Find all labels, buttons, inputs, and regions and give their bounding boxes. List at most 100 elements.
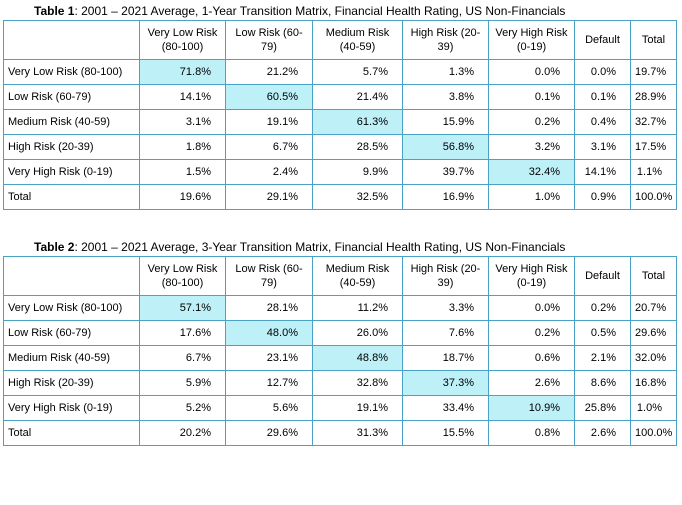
- table-cell: 28.9%: [630, 84, 677, 110]
- table-cell: 6.7%: [139, 345, 226, 371]
- table-cell: 32.7%: [630, 109, 677, 135]
- table-caption-text: : 2001 – 2021 Average, 3-Year Transition…: [74, 240, 566, 254]
- row-label: Very High Risk (0-19): [3, 159, 140, 185]
- table-cell: 18.7%: [402, 345, 489, 371]
- table-cell: 0.8%: [488, 420, 575, 446]
- header-row: Very Low Risk (80-100) Low Risk (60-79) Me…: [3, 256, 677, 296]
- column-header: Low Risk (60-79): [225, 256, 313, 296]
- table-cell: 3.2%: [488, 134, 575, 160]
- table-cell: 32.8%: [312, 370, 403, 396]
- column-header: Very Low Risk (80-100): [139, 256, 226, 296]
- table-cell: 33.4%: [402, 395, 489, 421]
- table-cell: 21.4%: [312, 84, 403, 110]
- table-cell: 15.9%: [402, 109, 489, 135]
- table-cell: 100.0%: [630, 420, 677, 446]
- table-cell: 3.1%: [139, 109, 226, 135]
- column-header: Very High Risk (0-19): [488, 20, 575, 60]
- table-row: Medium Risk (40-59) 3.1% 19.1% 61.3% 15.9% 0.…: [3, 109, 677, 135]
- table-cell: 1.5%: [139, 159, 226, 185]
- table-cell: 0.0%: [488, 295, 575, 321]
- row-label: High Risk (20-39): [3, 370, 140, 396]
- table-row: Very Low Risk (80-100) 57.1% 28.1% 11.2% 3.3…: [3, 295, 677, 321]
- table-cell: 19.7%: [630, 59, 677, 85]
- table-cell: 29.1%: [225, 184, 313, 210]
- column-header: Default: [574, 20, 631, 60]
- row-label: Low Risk (60-79): [3, 320, 140, 346]
- table-cell: 39.7%: [402, 159, 489, 185]
- table-cell: 2.4%: [225, 159, 313, 185]
- row-label: Very High Risk (0-19): [3, 395, 140, 421]
- column-header: Total: [630, 256, 677, 296]
- table-cell: 12.7%: [225, 370, 313, 396]
- table-cell: 28.5%: [312, 134, 403, 160]
- table-cell: 5.9%: [139, 370, 226, 396]
- table-cell: 1.0%: [630, 395, 677, 421]
- row-label: Very Low Risk (80-100): [3, 295, 140, 321]
- table-cell: 5.6%: [225, 395, 313, 421]
- diagonal-cell: 32.4%: [488, 159, 575, 185]
- table-cell: 17.6%: [139, 320, 226, 346]
- diagonal-cell: 60.5%: [225, 84, 313, 110]
- table-cell: 5.2%: [139, 395, 226, 421]
- table-row: Low Risk (60-79) 17.6% 48.0% 26.0% 7.6% 0.2% 0…: [3, 320, 677, 346]
- diagonal-cell: 48.0%: [225, 320, 313, 346]
- table-cell: 14.1%: [574, 159, 631, 185]
- table-row: Very High Risk (0-19) 1.5% 2.4% 9.9% 39.7% 32…: [3, 159, 677, 185]
- table-cell: 1.0%: [488, 184, 575, 210]
- row-label: Medium Risk (40-59): [3, 345, 140, 371]
- table-cell: 17.5%: [630, 134, 677, 160]
- diagonal-cell: 37.3%: [402, 370, 489, 396]
- table-cell: 7.6%: [402, 320, 489, 346]
- table-row: Low Risk (60-79) 14.1% 60.5% 21.4% 3.8% 0.1% 0…: [3, 84, 677, 110]
- column-header: Very High Risk (0-19): [488, 256, 575, 296]
- diagonal-cell: 71.8%: [139, 59, 226, 85]
- corner-header-cell: [3, 20, 140, 60]
- diagonal-cell: 10.9%: [488, 395, 575, 421]
- header-row: Very Low Risk (80-100) Low Risk (60-79) Me…: [3, 20, 677, 60]
- table-cell: 23.1%: [225, 345, 313, 371]
- row-label: Total: [3, 184, 140, 210]
- document: Table 1: 2001 – 2021 Average, 1-Year Tra…: [0, 2, 682, 446]
- table-cell: 14.1%: [139, 84, 226, 110]
- table-row: Medium Risk (40-59) 6.7% 23.1% 48.8% 18.7% 0.…: [3, 345, 677, 371]
- table-cell: 25.8%: [574, 395, 631, 421]
- table-cell: 19.6%: [139, 184, 226, 210]
- column-header: High Risk (20-39): [402, 256, 489, 296]
- column-header: Default: [574, 256, 631, 296]
- table-cell: 28.1%: [225, 295, 313, 321]
- column-header: Low Risk (60-79): [225, 20, 313, 60]
- table-cell: 32.0%: [630, 345, 677, 371]
- table-cell: 0.9%: [574, 184, 631, 210]
- table-cell: 15.5%: [402, 420, 489, 446]
- table-cell: 20.7%: [630, 295, 677, 321]
- table-cell: 0.5%: [574, 320, 631, 346]
- row-label: Low Risk (60-79): [3, 84, 140, 110]
- table-cell: 11.2%: [312, 295, 403, 321]
- table-cell: 16.9%: [402, 184, 489, 210]
- column-header: Medium Risk (40-59): [312, 256, 403, 296]
- column-header: Very Low Risk (80-100): [139, 20, 226, 60]
- table-caption: Table 1: 2001 – 2021 Average, 1-Year Tra…: [0, 2, 682, 20]
- table-cell: 2.6%: [574, 420, 631, 446]
- table-cell: 0.0%: [488, 59, 575, 85]
- table-cell: 1.3%: [402, 59, 489, 85]
- diagonal-cell: 61.3%: [312, 109, 403, 135]
- table-cell: 9.9%: [312, 159, 403, 185]
- table-cell: 19.1%: [312, 395, 403, 421]
- table-row: High Risk (20-39) 1.8% 6.7% 28.5% 56.8% 3.2% 3…: [3, 134, 677, 160]
- table-cell: 0.2%: [574, 295, 631, 321]
- diagonal-cell: 57.1%: [139, 295, 226, 321]
- table-cell: 0.1%: [574, 84, 631, 110]
- table-caption-text: : 2001 – 2021 Average, 1-Year Transition…: [74, 4, 566, 18]
- table-cell: 3.3%: [402, 295, 489, 321]
- column-header: Medium Risk (40-59): [312, 20, 403, 60]
- table-cell: 5.7%: [312, 59, 403, 85]
- table-cell: 6.7%: [225, 134, 313, 160]
- table-cell: 2.1%: [574, 345, 631, 371]
- table-cell: 1.8%: [139, 134, 226, 160]
- corner-header-cell: [3, 256, 140, 296]
- table-cell: 3.8%: [402, 84, 489, 110]
- table-row: High Risk (20-39) 5.9% 12.7% 32.8% 37.3% 2.6%…: [3, 370, 677, 396]
- table-cell: 0.1%: [488, 84, 575, 110]
- table-cell: 29.6%: [225, 420, 313, 446]
